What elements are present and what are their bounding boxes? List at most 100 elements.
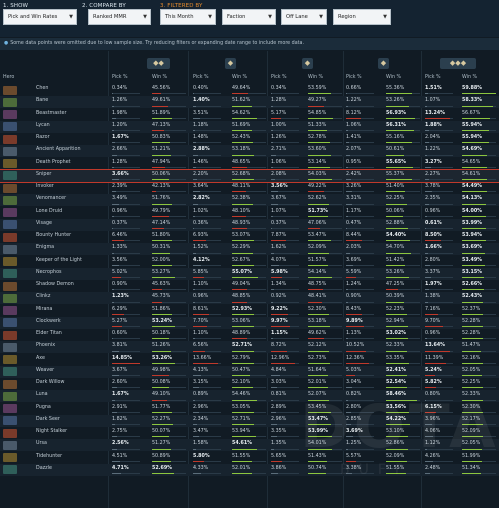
hero-portrait [3,318,17,328]
win-rate-bar [462,436,496,438]
lane-select[interactable]: Off Lane ▼ [281,9,327,25]
hero-name[interactable]: Dark Seer [36,416,60,422]
hero-name[interactable]: Sniper [36,171,52,177]
table-row[interactable]: Dark Seer 1.82% 52.27% 2.34% 52.71% 2.96% 53.4… [0,414,499,427]
table-row[interactable]: Death Prophet 1.28% 47.94% 1.46% 48.65% 1.06%… [0,158,499,170]
hero-name[interactable]: Bounty Hunter [36,233,72,238]
pick-rate-bar [112,436,140,438]
hero-portrait [3,416,17,426]
table-row[interactable]: Necrophos 5.02% 53.27% 5.85% 55.07% 5.98% 54.1… [0,267,499,280]
hero-name[interactable]: Lycan [36,122,50,128]
table-row[interactable]: Ursa 2.56% 51.27% 1.58% 54.61% 1.35% 54.01% 1.2… [0,439,499,452]
table-row[interactable]: Razor 1.67% 50.83% 1.48% 52.43% 1.26% 52.78% 1.… [0,133,499,145]
hero-name[interactable]: Pugna [36,404,51,410]
table-row[interactable]: Dazzle 4.71% 52.69% 4.33% 52.01% 3.86% 50.74% 3… [0,463,499,476]
compare-select[interactable]: Ranked MMR ▼ [88,9,151,25]
table-row[interactable]: Lone Druid 0.96% 49.79% 1.02% 48.10% 1.07% 51.… [0,207,499,219]
table-row[interactable]: Weaver 3.67% 49.98% 4.13% 50.47% 4.84% 51.64% 5… [0,365,499,378]
hero-name[interactable]: Venomancer [36,196,67,202]
hero-name[interactable]: Beastmaster [36,110,67,116]
table-row[interactable]: Elder Titan 0.60% 50.18% 1.10% 48.89% 1.15% 49… [0,329,499,341]
table-row[interactable]: Sniper 3.66% 50.06% 2.20% 52.68% 2.08% 54.03% 2… [0,168,499,183]
pick-header-4[interactable]: Pick % [346,75,362,80]
table-row[interactable]: Axe 14.85% 53.26% 13.66% 52.79% 12.96% 52.73% 1… [0,354,499,366]
win-header-2[interactable]: Win % [232,75,248,80]
hero-name[interactable]: Lone Druid [36,208,63,214]
table-row[interactable]: Tidehunter 4.51% 50.89% 5.80% 51.55% 5.65% 51.… [0,452,499,464]
hero-name[interactable]: Dark Willow [36,380,65,385]
pick-rate-bar [112,350,140,352]
pick-header-3[interactable]: Pick % [271,75,287,80]
pick-header-2[interactable]: Pick % [193,75,209,80]
table-row[interactable]: Dark Willow 2.60% 50.08% 3.15% 52.10% 3.03% 52… [0,378,499,390]
hero-name[interactable]: Chen [36,86,49,91]
table-row[interactable]: Lycan 1.20% 47.13% 1.18% 51.69% 1.00% 51.33% 1.… [0,120,499,133]
pick-header-1[interactable]: Pick % [112,75,128,80]
table-row[interactable]: Shadow Demon 0.90% 45.63% 1.10% 49.04% 1.34% 4… [0,280,499,292]
hero-name[interactable]: Mirana [36,306,53,312]
hero-name[interactable]: Razor [36,135,50,140]
table-row[interactable]: Clinkz 1.23% 45.73% 0.96% 48.85% 0.92% 48.41% 0… [0,292,499,305]
hero-portrait [3,379,17,389]
pick-rate-cell: 6.93% [193,233,209,238]
time-select[interactable]: This Month ▼ [160,9,216,25]
pick-header-5[interactable]: Pick % [425,75,441,80]
win-rate-cell: 50.39% [386,294,405,300]
table-row[interactable]: Chen 0.34% 45.56% 0.40% 49.64% 0.34% 53.59% 0.6… [0,84,499,96]
pick-rate-bar [193,240,221,242]
hero-name[interactable]: Death Prophet [36,159,71,165]
table-row[interactable]: Clockwerk 5.27% 53.24% 7.70% 53.06% 9.97% 53.1… [0,316,499,329]
hero-name[interactable]: Ancient Apparition [36,147,81,153]
hero-name[interactable]: Keeper of the Light [36,257,82,263]
hero-name[interactable]: Enigma [36,245,55,251]
hero-name[interactable]: Tidehunter [36,453,63,459]
table-row[interactable]: Bane 1.26% 49.61% 1.40% 51.62% 1.28% 49.27% 1.2… [0,96,499,109]
show-label: 1. SHOW [3,3,29,9]
hero-portrait [3,257,17,266]
win-header-1[interactable]: Win % [152,75,168,80]
table-row[interactable]: Phoenix 3.81% 51.26% 6.56% 52.71% 8.72% 52.12%… [0,341,499,354]
table-row[interactable]: Mirana 6.29% 51.86% 8.61% 52.93% 9.22% 52.30% 8… [0,305,499,317]
hero-name[interactable]: Bane [36,98,49,104]
win-header-4[interactable]: Win % [386,75,402,80]
table-row[interactable]: Visage 0.37% 47.14% 0.36% 48.93% 0.37% 47.06% 0… [0,218,499,231]
pick-rate-cell: 3.47% [193,429,209,434]
table-row[interactable]: Bounty Hunter 6.46% 51.80% 6.93% 53.07% 7.87%… [0,231,499,243]
faction-select[interactable]: Faction ▼ [222,9,276,25]
win-rate-cell: 54.40% [386,233,406,238]
hero-name[interactable]: Axe [36,355,45,361]
hero-name[interactable]: Ursa [36,441,47,447]
hero-name[interactable]: Elder Titan [36,331,62,336]
hero-name[interactable]: Clockwerk [36,318,61,324]
table-row[interactable]: Beastmaster 1.98% 51.89% 3.51% 54.62% 5.17% 54… [0,109,499,121]
hero-name[interactable]: Shadow Demon [36,282,74,287]
win-header-3[interactable]: Win % [308,75,324,80]
win-rate-cell: 51.34% [462,465,481,471]
hero-name[interactable]: Clinkz [36,294,51,300]
hero-name[interactable]: Weaver [36,367,55,373]
table-row[interactable]: Luna 1.67% 49.10% 0.89% 54.46% 0.81% 52.07% 0.8… [0,390,499,403]
win-rate-cell: 52.12% [308,343,327,349]
table-row[interactable]: Enigma 1.33% 50.31% 1.52% 52.29% 1.62% 52.09% 2… [0,243,499,256]
hero-name[interactable]: Phoenix [36,343,56,349]
table-row[interactable]: Venomancer 3.49% 51.76% 2.82% 52.38% 3.67% 52.… [0,194,499,207]
table-row[interactable]: Pugna 2.91% 51.77% 2.96% 53.05% 2.89% 53.45% 2.… [0,403,499,415]
pick-rate-cell: 1.10% [193,282,209,287]
hero-name[interactable]: Luna [36,392,48,398]
region-select[interactable]: Region ▼ [333,9,391,25]
table-row[interactable]: Keeper of the Light 3.56% 52.00% 4.12% 52.67… [0,256,499,268]
hero-name[interactable]: Dazzle [36,465,52,471]
hero-name[interactable]: Invoker [36,184,54,189]
table-row[interactable]: Ancient Apparition 2.66% 51.21% 2.88% 53.18%… [0,145,499,158]
hero-column-header[interactable]: Hero [3,75,15,80]
win-header-5[interactable]: Win % [462,75,478,80]
pick-rate-bar [425,460,453,462]
hero-name[interactable]: Necrophos [36,269,62,275]
pick-rate-cell: 5.03% [346,367,362,373]
hero-name[interactable]: Visage [36,220,52,226]
table-row[interactable]: Invoker 2.39% 42.13% 3.64% 48.11% 3.56% 49.22%… [0,182,499,194]
hero-name[interactable]: Night Stalker [36,429,68,434]
show-select[interactable]: Pick and Win Rates ▼ [3,9,77,25]
win-rate-cell: 52.23% [386,306,405,312]
table-row[interactable]: Night Stalker 2.75% 50.07% 3.47% 53.94% 3.35%… [0,427,499,439]
